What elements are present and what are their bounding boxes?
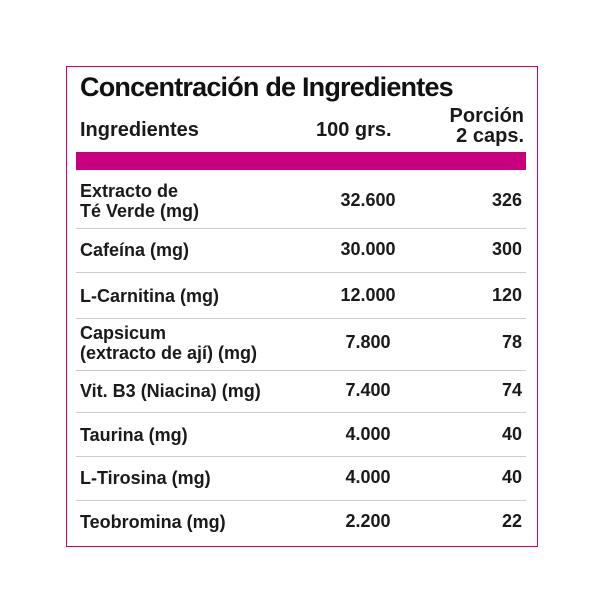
per100-value: 4.000 bbox=[345, 424, 391, 444]
ingredient-name-line: (extracto de ají) (mg) bbox=[80, 343, 258, 363]
header-portion-line: 2 caps. bbox=[456, 125, 524, 147]
per100-value: 2.200 bbox=[345, 511, 391, 531]
row-separator bbox=[76, 272, 526, 273]
header-per100: 100 grs. bbox=[316, 119, 392, 141]
ingredient-name-line: L-Carnitina (mg) bbox=[80, 286, 219, 306]
ingredient-name: L-Carnitina (mg) bbox=[80, 286, 219, 306]
ingredient-name-line: L-Tirosina (mg) bbox=[80, 468, 211, 488]
per100-value: 32.600 bbox=[340, 190, 396, 210]
portion-value: 40 bbox=[501, 424, 522, 444]
portion-value: 326 bbox=[491, 190, 522, 210]
ingredient-name: Extracto de Té Verde (mg) bbox=[80, 181, 199, 221]
ingredient-name: Teobromina (mg) bbox=[80, 512, 226, 532]
ingredient-name-line: Vit. B3 (Niacina) (mg) bbox=[80, 381, 261, 401]
ingredient-name: Taurina (mg) bbox=[80, 425, 188, 445]
ingredient-name: Vit. B3 (Niacina) (mg) bbox=[80, 381, 261, 401]
ingredient-name-line: Taurina (mg) bbox=[80, 425, 188, 445]
row-separator bbox=[76, 318, 526, 319]
portion-value: 40 bbox=[501, 467, 522, 487]
ingredient-name: Capsicum (extracto de ají) (mg) bbox=[80, 323, 257, 363]
row-separator bbox=[76, 456, 526, 457]
row-separator bbox=[76, 500, 526, 501]
ingredient-name-line: Cafeína (mg) bbox=[80, 240, 190, 260]
row-separator bbox=[76, 370, 526, 371]
ingredient-name: Cafeína (mg) bbox=[80, 240, 189, 260]
ingredient-name-line: Extracto de bbox=[80, 181, 179, 201]
per100-value: 12.000 bbox=[340, 285, 396, 305]
ingredient-name-line: Té Verde (mg) bbox=[80, 201, 200, 221]
portion-value: 74 bbox=[501, 380, 522, 400]
table-frame bbox=[66, 66, 538, 547]
portion-value: 300 bbox=[491, 239, 522, 259]
header-ingredient: Ingredientes bbox=[80, 119, 199, 141]
header-portion: Porción 2 caps. bbox=[450, 106, 524, 146]
portion-value: 22 bbox=[501, 511, 522, 531]
ingredient-name-line: Capsicum bbox=[80, 323, 167, 343]
row-separator bbox=[76, 228, 526, 229]
row-separator bbox=[76, 412, 526, 413]
header-portion-line: Porción bbox=[449, 105, 524, 127]
ingredient-name-line: Teobromina (mg) bbox=[80, 512, 226, 532]
per100-value: 4.000 bbox=[345, 467, 391, 487]
title: Concentración de Ingredientes bbox=[80, 72, 454, 102]
portion-value: 78 bbox=[501, 332, 522, 352]
per100-value: 30.000 bbox=[340, 239, 396, 259]
header-bar bbox=[76, 152, 526, 170]
per100-value: 7.400 bbox=[345, 380, 391, 400]
ingredient-name: L-Tirosina (mg) bbox=[80, 468, 211, 488]
portion-value: 120 bbox=[491, 285, 522, 305]
per100-value: 7.800 bbox=[345, 332, 391, 352]
